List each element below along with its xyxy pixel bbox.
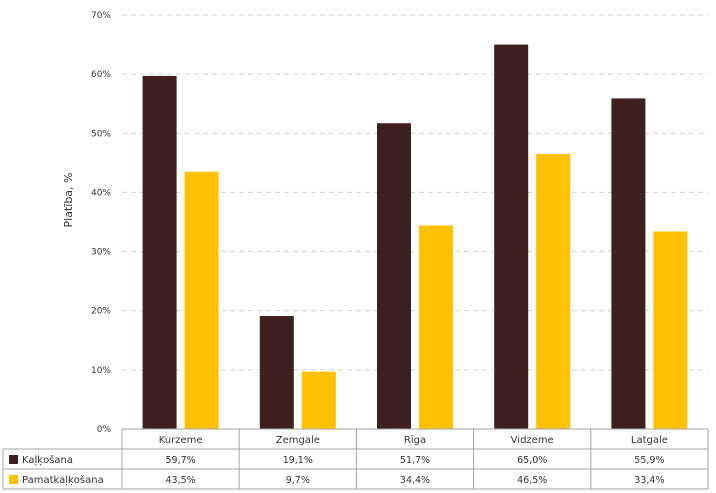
data-label: 43,5% (166, 475, 196, 486)
data-label: 9,7% (286, 475, 310, 486)
bar (259, 316, 294, 429)
data-label: 46,5% (517, 475, 547, 486)
category-label: Latgale (631, 435, 668, 446)
y-tick-label: 20% (91, 307, 111, 317)
data-table: Kurzeme Zemgale Rīga Vidzeme Latgale Kaļķošan… (2, 428, 709, 490)
bar (419, 225, 453, 429)
y-tick-label: 60% (91, 70, 111, 80)
data-label: 59,7% (166, 455, 196, 466)
y-axis-label: Platība, % (62, 173, 75, 228)
y-tick-label: 50% (91, 129, 111, 139)
bar (494, 44, 529, 429)
y-axis-ticks: 0% 10% 20% 30% 40% 50% 60% 70% (91, 11, 111, 435)
bar (142, 75, 177, 429)
gridlines (122, 14, 708, 371)
y-tick-label: 30% (91, 248, 111, 258)
data-label: 51,7% (400, 455, 430, 466)
bar (301, 371, 336, 429)
data-label: 34,4% (400, 475, 430, 486)
bar (377, 123, 411, 429)
data-label: 65,0% (517, 455, 547, 466)
y-tick-label: 0% (97, 425, 112, 435)
bars (142, 44, 688, 430)
category-label: Zemgale (276, 435, 320, 446)
y-tick-label: 70% (91, 11, 111, 21)
data-label: 19,1% (283, 455, 313, 466)
legend-swatch (9, 475, 18, 484)
bar (536, 153, 571, 429)
y-tick-label: 10% (91, 366, 111, 376)
data-label: 33,4% (634, 475, 664, 486)
bar (611, 98, 646, 430)
bar (184, 171, 219, 429)
y-tick-label: 40% (91, 188, 111, 198)
category-label: Kurzeme (159, 435, 203, 446)
data-label: 55,9% (634, 455, 664, 466)
legend-swatch (9, 455, 18, 464)
bar (653, 231, 688, 429)
legend-label: Pamatkaļķošana (22, 474, 104, 486)
category-label: Rīga (404, 435, 426, 446)
legend-label: Kaļķošana (22, 454, 73, 466)
category-label: Vidzeme (511, 435, 554, 446)
